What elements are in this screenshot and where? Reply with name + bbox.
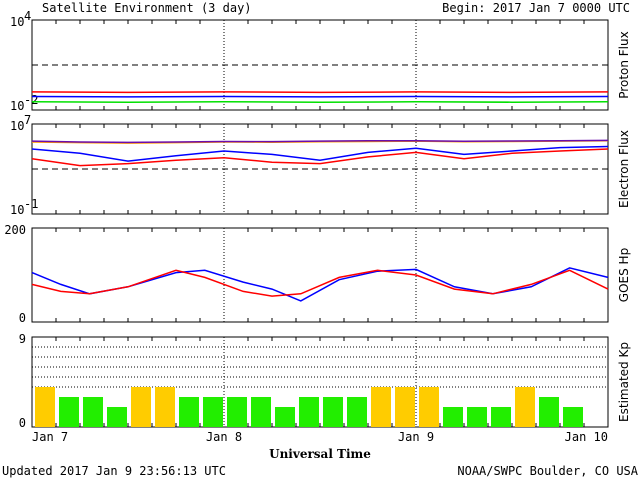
kp-y-tick-label: 0 xyxy=(19,416,26,430)
proton-y-tick-label: 10 xyxy=(10,15,24,29)
goes_hp-frame xyxy=(31,227,609,323)
kp-bar xyxy=(563,407,583,427)
credit-text: NOAA/SWPC Boulder, CO USA xyxy=(457,464,638,478)
chart-title: Satellite Environment (3 day) xyxy=(42,1,252,15)
kp-bar xyxy=(251,397,271,427)
kp-bar xyxy=(179,397,199,427)
kp-bar xyxy=(155,387,175,427)
kp-bar xyxy=(299,397,319,427)
kp-bar xyxy=(203,397,223,427)
electron-series-line-2 xyxy=(31,145,609,162)
updated-timestamp: Updated 2017 Jan 9 23:56:13 UTC xyxy=(2,464,226,478)
kp-bar xyxy=(59,397,79,427)
x-tick-label: Jan 7 xyxy=(32,430,68,444)
electron-y-axis-label: Electron Flux xyxy=(617,130,631,208)
kp-bar xyxy=(323,397,343,427)
x-tick-label: Jan 9 xyxy=(398,430,434,444)
proton-y-tick-exponent: -2 xyxy=(24,93,38,107)
kp-bar xyxy=(539,397,559,427)
electron-frame xyxy=(31,123,609,215)
kp-bar xyxy=(107,407,127,427)
x-axis-label: Universal Time xyxy=(269,447,371,461)
electron-y-tick-label: 10 xyxy=(10,203,24,217)
electron-series-line-1 xyxy=(31,139,609,144)
electron-y-tick-exponent: 7 xyxy=(24,113,31,127)
electron-y-tick-exponent: -1 xyxy=(24,197,38,211)
electron-series-line-3 xyxy=(31,148,609,167)
proton-y-tick-label: 10 xyxy=(10,99,24,113)
goes_hp-series-line-1 xyxy=(31,269,609,297)
kp-bar xyxy=(227,397,247,427)
kp-bar xyxy=(443,407,463,427)
kp-y-tick-label: 9 xyxy=(19,332,26,346)
proton-y-tick-exponent: 4 xyxy=(24,9,31,23)
electron-y-tick-label: 10 xyxy=(10,119,24,133)
proton-y-axis-label: Proton Flux xyxy=(617,31,631,98)
kp-bar xyxy=(83,397,103,427)
kp-bar xyxy=(131,387,151,427)
kp-bar xyxy=(491,407,511,427)
goes_hp-series-line-0 xyxy=(31,267,609,302)
kp-bar xyxy=(371,387,391,427)
proton-series-line-0 xyxy=(31,91,609,94)
kp-bar xyxy=(395,387,415,427)
kp-y-axis-label: Estimated Kp xyxy=(617,342,631,422)
goes_hp-y-axis-label: GOES Hp xyxy=(617,248,631,302)
kp-bar xyxy=(275,407,295,427)
kp-bar xyxy=(419,387,439,427)
kp-bar xyxy=(467,407,487,427)
kp-bar xyxy=(35,387,55,427)
goes_hp-y-tick-label: 200 xyxy=(4,223,26,237)
kp-bar xyxy=(515,387,535,427)
x-tick-label: Jan 10 xyxy=(565,430,608,444)
begin-time: Begin: 2017 Jan 7 0000 UTC xyxy=(442,1,630,15)
goes_hp-y-tick-label: 0 xyxy=(19,311,26,325)
x-tick-label: Jan 8 xyxy=(206,430,242,444)
kp-bar xyxy=(347,397,367,427)
